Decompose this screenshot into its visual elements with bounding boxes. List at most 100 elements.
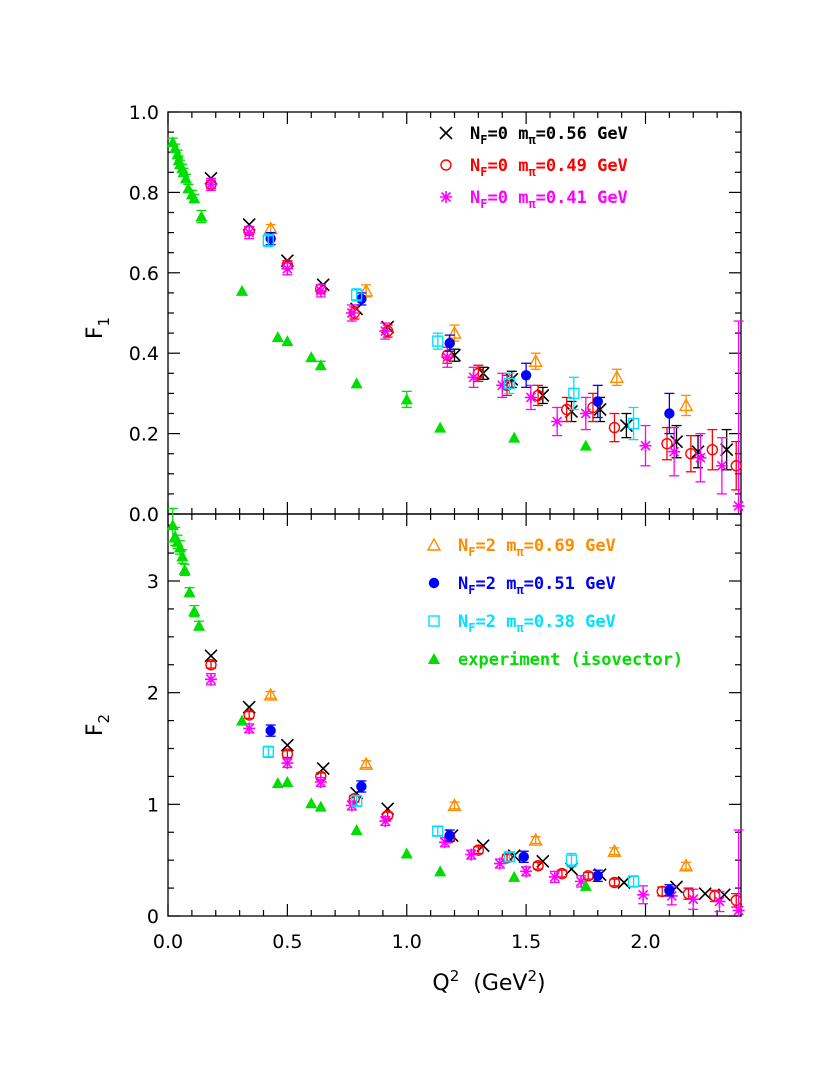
- data-point: [178, 563, 191, 575]
- data-point: [447, 325, 462, 339]
- f2-axis-title: F2: [83, 714, 113, 736]
- series-nf2_051: [265, 231, 675, 435]
- data-point: [465, 848, 478, 861]
- data-point: [661, 437, 673, 450]
- data-point: [568, 387, 580, 400]
- data-point: [575, 875, 588, 888]
- y-tick-label: 1.0: [129, 102, 159, 124]
- data-point: [551, 415, 564, 428]
- data-point: [639, 439, 652, 452]
- f2-panel: 0 1 2 3 0.0 0.5 1.0 1.5 2.0: [147, 507, 745, 953]
- data-point: [503, 377, 516, 390]
- data-point: [271, 331, 284, 343]
- legend-label: experiment (isovector): [458, 650, 683, 670]
- legend-entry-nf0_056: NF=0 mπ=0.56 GeV: [439, 124, 628, 147]
- data-point: [432, 825, 444, 837]
- data-point: [176, 550, 189, 562]
- legend-entry-nf2_051: NF=2 mπ=0.51 GeV: [428, 574, 616, 597]
- data-point: [493, 857, 506, 870]
- data-point: [193, 619, 206, 631]
- series-nf0_049: [205, 178, 742, 491]
- y-tick-label: 3: [147, 571, 159, 593]
- data-point: [305, 797, 318, 809]
- data-point: [350, 289, 363, 301]
- data-point: [444, 337, 455, 349]
- legend-marker: [428, 577, 440, 589]
- legend-label: NF=0 mπ=0.56 GeV: [470, 124, 628, 147]
- series-nf2_038: [262, 233, 640, 441]
- data-point: [188, 605, 201, 617]
- y-tick-label: 0.0: [129, 504, 159, 526]
- legend-label: NF=2 mπ=0.38 GeV: [458, 612, 616, 635]
- data-point: [678, 397, 694, 412]
- data-point: [400, 847, 413, 859]
- data-point: [243, 226, 256, 239]
- data-point: [183, 586, 196, 598]
- legend-label: NF=2 mπ=0.69 GeV: [458, 536, 616, 559]
- data-point: [592, 396, 603, 407]
- data-point: [447, 797, 462, 812]
- data-point: [730, 460, 742, 472]
- data-point: [434, 865, 447, 877]
- data-point: [607, 843, 622, 857]
- data-point: [358, 756, 374, 770]
- data-point: [698, 887, 712, 901]
- data-point: [664, 408, 675, 419]
- series-nf0_041: [204, 673, 745, 917]
- y-tick-label: 0: [147, 906, 159, 928]
- data-point: [732, 904, 745, 917]
- data-point: [664, 885, 675, 896]
- data-point: [532, 860, 544, 872]
- x-tick-label: 2.0: [630, 931, 660, 953]
- y-tick-label: 0.6: [129, 263, 159, 285]
- data-point: [280, 738, 294, 752]
- data-point: [314, 776, 327, 788]
- data-point: [281, 776, 294, 787]
- data-point: [281, 757, 294, 770]
- data-point: [678, 858, 694, 872]
- legend-marker: [440, 159, 452, 171]
- data-point: [444, 830, 455, 841]
- plot-frame: [167, 111, 742, 515]
- data-point: [609, 369, 625, 384]
- data-point: [243, 722, 256, 735]
- data-point: [668, 445, 681, 458]
- legend-entry-nf2_038: NF=2 mπ=0.38 GeV: [428, 612, 616, 635]
- data-point: [262, 746, 274, 758]
- data-point: [619, 418, 633, 433]
- x-tick-label: 1.5: [511, 931, 541, 953]
- data-point: [715, 459, 728, 472]
- data-point: [518, 851, 529, 863]
- data-point: [379, 815, 392, 828]
- x-tick-label: 1.0: [392, 931, 422, 953]
- data-point: [565, 854, 578, 866]
- x-axis-title: Q2 (GeV2): [432, 967, 545, 996]
- y-tick-label: 0.4: [129, 343, 159, 365]
- data-point: [205, 659, 217, 671]
- data-point: [236, 284, 249, 296]
- data-point: [204, 673, 217, 686]
- legend-label: NF=0 mπ=0.41 GeV: [470, 188, 628, 211]
- data-point: [356, 781, 367, 792]
- data-point: [243, 709, 255, 721]
- data-point: [434, 421, 447, 433]
- data-point: [314, 359, 327, 371]
- x-tick-label: 0.0: [153, 931, 183, 953]
- data-point: [627, 417, 640, 430]
- data-point: [438, 836, 451, 849]
- x-tick-label: 0.5: [272, 931, 302, 953]
- y-tick-label: 0.2: [129, 424, 159, 446]
- data-point: [627, 875, 640, 888]
- series-nf2_069: [263, 687, 694, 872]
- data-point: [536, 854, 550, 868]
- legend-entry-experiment: experiment (isovector): [428, 650, 683, 670]
- legend-entry-nf0_049: NF=0 mπ=0.49 GeV: [440, 156, 628, 179]
- data-point: [204, 178, 217, 191]
- series-nf2_051: [265, 724, 675, 897]
- data-point: [524, 391, 537, 404]
- legend-marker: [426, 537, 442, 551]
- legend-marker: [428, 615, 440, 627]
- data-point: [706, 443, 719, 456]
- legend-label: NF=0 mπ=0.49 GeV: [470, 156, 628, 179]
